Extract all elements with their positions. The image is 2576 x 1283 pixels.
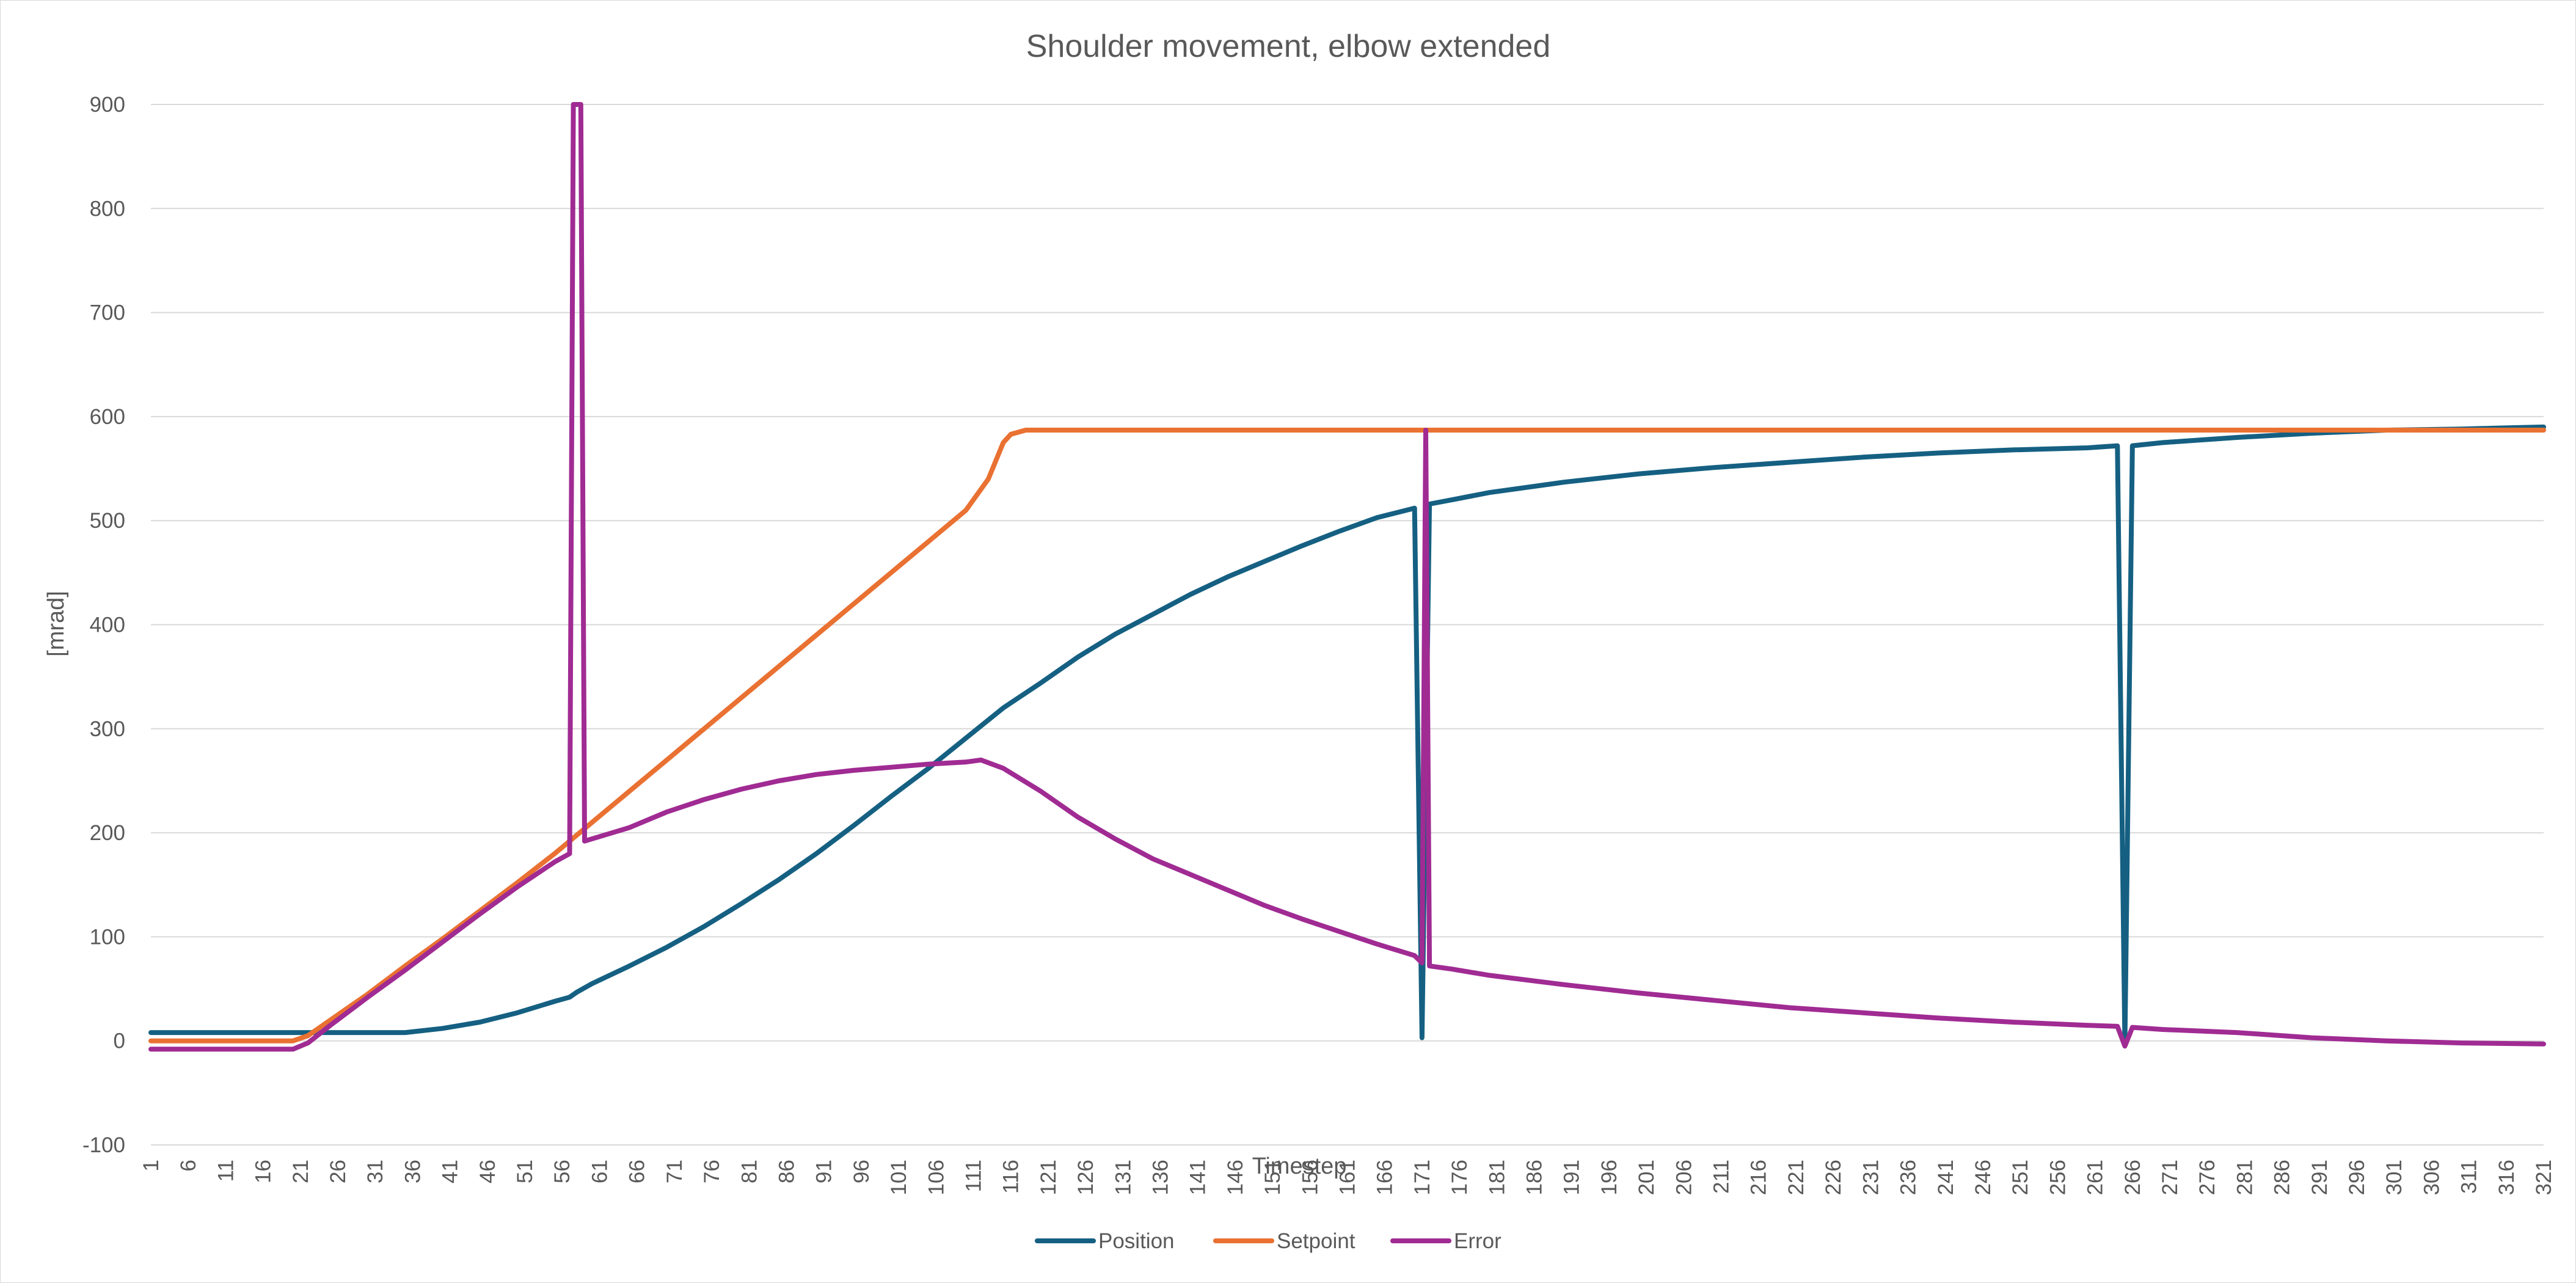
x-tick-label: 251 xyxy=(2009,1160,2032,1195)
x-tick-label: 106 xyxy=(924,1160,948,1195)
x-tick-label: 161 xyxy=(1336,1160,1360,1195)
gridlines xyxy=(151,104,2544,1146)
legend-label-position: Position xyxy=(1098,1229,1175,1253)
x-tick-label: 231 xyxy=(1859,1160,1883,1195)
x-tick-label: 131 xyxy=(1111,1160,1135,1195)
x-tick-label: 6 xyxy=(177,1160,200,1171)
x-tick-label: 256 xyxy=(2046,1160,2070,1195)
x-tick-label: 276 xyxy=(2195,1160,2219,1195)
x-tick-label: 66 xyxy=(626,1160,649,1183)
x-tick-label: 236 xyxy=(1897,1160,1921,1195)
x-tick-label: 86 xyxy=(775,1160,798,1183)
x-tick-label: 141 xyxy=(1186,1160,1210,1195)
x-tick-label: 111 xyxy=(961,1160,985,1192)
y-tick-label: 100 xyxy=(90,925,125,949)
y-tick-label: 800 xyxy=(90,197,125,221)
x-tick-label: 246 xyxy=(1971,1160,1995,1195)
x-tick-label: 271 xyxy=(2158,1160,2182,1195)
x-tick-label: 286 xyxy=(2271,1160,2294,1195)
x-tick-label: 196 xyxy=(1597,1160,1621,1195)
x-tick-label: 81 xyxy=(737,1160,761,1183)
y-tick-label: 400 xyxy=(90,613,125,637)
series-lines xyxy=(148,102,2546,1052)
x-axis-ticks: 1 6 11 16 21 26 31 36 41 46 51 56 61 66 71 76 81 86 91 96 10… xyxy=(139,1160,2556,1195)
y-tick-label: 500 xyxy=(90,509,125,533)
x-tick-label: 51 xyxy=(513,1160,537,1183)
x-tick-label: 261 xyxy=(2084,1160,2107,1195)
x-tick-label: 96 xyxy=(850,1160,874,1183)
x-tick-label: 281 xyxy=(2233,1160,2257,1195)
x-tick-label: 16 xyxy=(252,1160,275,1183)
x-tick-label: 151 xyxy=(1261,1160,1285,1195)
x-tick-label: 1 xyxy=(139,1160,163,1171)
x-tick-label: 266 xyxy=(2121,1160,2145,1195)
y-axis-label: [mrad] xyxy=(43,591,69,657)
x-tick-label: 216 xyxy=(1747,1160,1771,1195)
x-tick-label: 121 xyxy=(1037,1160,1060,1195)
x-tick-label: 241 xyxy=(1934,1160,1958,1195)
x-tick-label: 186 xyxy=(1523,1160,1547,1195)
x-tick-label: 126 xyxy=(1074,1160,1098,1195)
x-tick-label: 31 xyxy=(363,1160,387,1183)
x-axis-label: Timestep xyxy=(1252,1153,1347,1179)
x-tick-label: 321 xyxy=(2532,1160,2556,1195)
x-tick-label: 301 xyxy=(2382,1160,2406,1195)
x-tick-label: 61 xyxy=(588,1160,611,1183)
x-tick-label: 226 xyxy=(1822,1160,1845,1195)
x-tick-label: 146 xyxy=(1224,1160,1247,1195)
y-tick-label: -100 xyxy=(82,1133,125,1157)
x-tick-label: 91 xyxy=(812,1160,836,1183)
x-tick-label: 206 xyxy=(1672,1160,1696,1195)
y-tick-label: 200 xyxy=(90,821,125,845)
y-tick-label: 0 xyxy=(114,1029,125,1053)
x-tick-label: 36 xyxy=(401,1160,425,1183)
x-tick-label: 156 xyxy=(1298,1160,1322,1195)
y-tick-label: 300 xyxy=(90,717,125,741)
x-tick-label: 211 xyxy=(1710,1160,1734,1194)
x-tick-label: 21 xyxy=(289,1160,313,1183)
x-tick-label: 41 xyxy=(439,1160,462,1183)
x-tick-label: 316 xyxy=(2495,1160,2519,1195)
legend-label-error: Error xyxy=(1454,1229,1501,1253)
x-tick-label: 136 xyxy=(1148,1160,1172,1195)
y-tick-label: 900 xyxy=(90,93,125,117)
x-tick-label: 166 xyxy=(1373,1160,1397,1195)
y-axis-ticks: -100 0 100 200 300 400 500 600 700 800 900 xyxy=(82,93,125,1157)
legend-label-setpoint: Setpoint xyxy=(1277,1229,1356,1253)
series-line-position xyxy=(148,424,2546,1047)
chart-title: Shoulder movement, elbow extended xyxy=(1026,29,1551,64)
x-tick-label: 101 xyxy=(887,1160,911,1195)
x-tick-label: 171 xyxy=(1410,1160,1434,1195)
x-tick-label: 181 xyxy=(1485,1160,1509,1195)
x-tick-label: 71 xyxy=(663,1160,687,1183)
x-tick-label: 296 xyxy=(2345,1160,2369,1195)
legend: Position Setpoint Error xyxy=(1035,1229,1501,1253)
x-tick-label: 116 xyxy=(999,1160,1023,1194)
series-line-setpoint xyxy=(148,428,2546,1044)
x-tick-label: 46 xyxy=(476,1160,500,1183)
x-tick-label: 306 xyxy=(2420,1160,2443,1195)
series-line-error xyxy=(148,102,2546,1052)
x-tick-label: 76 xyxy=(700,1160,724,1183)
y-tick-label: 600 xyxy=(90,405,125,429)
x-tick-label: 191 xyxy=(1560,1160,1584,1195)
x-tick-label: 291 xyxy=(2308,1160,2332,1195)
y-tick-label: 700 xyxy=(90,301,125,325)
x-tick-label: 11 xyxy=(214,1160,238,1182)
x-tick-label: 56 xyxy=(550,1160,574,1183)
x-tick-label: 176 xyxy=(1448,1160,1472,1195)
x-tick-label: 221 xyxy=(1784,1160,1808,1195)
x-tick-label: 311 xyxy=(2457,1160,2481,1194)
x-tick-label: 26 xyxy=(326,1160,350,1183)
x-tick-label: 201 xyxy=(1635,1160,1658,1195)
